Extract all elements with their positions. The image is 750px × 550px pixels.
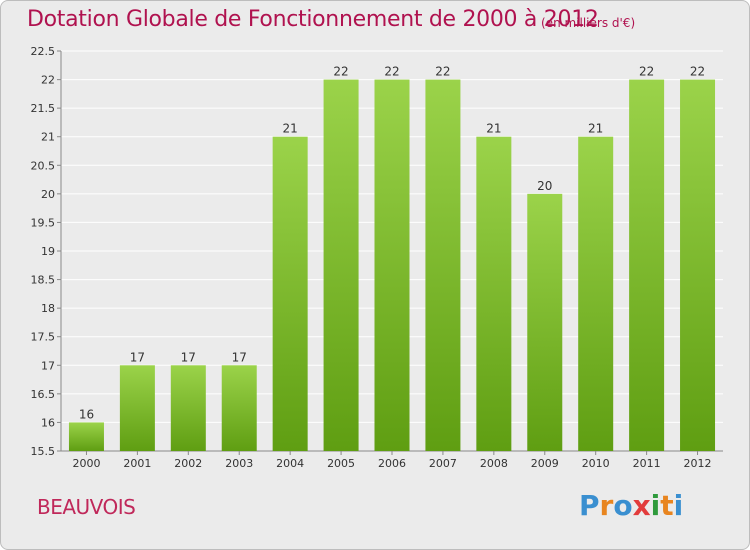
x-tick-label: 2006 <box>378 457 406 470</box>
y-tick-label: 20 <box>41 188 55 201</box>
bars <box>68 79 716 452</box>
bar <box>527 193 563 451</box>
bar-value-label: 21 <box>588 122 603 136</box>
logo-letter: i <box>650 489 661 522</box>
x-tick-label: 2005 <box>327 457 355 470</box>
bar <box>374 79 410 452</box>
bar <box>323 79 359 452</box>
bar-value-label: 22 <box>435 65 450 79</box>
bar-value-label: 22 <box>690 65 705 79</box>
labels: 15.5 16 16.5 17 17.5 18 18.5 19 19.5 20 20.5 21 21.5… <box>31 45 712 470</box>
y-tick-label: 15.5 <box>31 445 56 458</box>
y-tick-label: 22 <box>41 74 55 87</box>
x-tick-label: 2004 <box>276 457 304 470</box>
x-tick-label: 2008 <box>480 457 508 470</box>
bar-value-label: 21 <box>283 122 298 136</box>
y-tick-label: 16 <box>41 416 55 429</box>
proxiti-logo[interactable]: Proxiti <box>579 489 683 522</box>
x-tick-label: 2003 <box>225 457 253 470</box>
bar-value-label: 17 <box>130 350 145 364</box>
bar-value-label: 17 <box>232 350 247 364</box>
x-tick-label: 2001 <box>123 457 151 470</box>
bar <box>68 422 104 451</box>
bar <box>221 365 257 451</box>
logo-letter: r <box>599 489 614 522</box>
commune-name: BEAUVOIS <box>37 495 136 519</box>
y-tick-label: 22.5 <box>31 45 56 58</box>
y-tick-label: 19 <box>41 245 55 258</box>
x-tick-label: 2011 <box>633 457 661 470</box>
x-tick-label: 2012 <box>684 457 712 470</box>
bar-value-label: 16 <box>79 407 94 421</box>
bar <box>425 79 461 452</box>
bar-value-label: 22 <box>384 65 399 79</box>
logo-letter: i <box>673 489 684 522</box>
y-tick-label: 17.5 <box>31 331 56 344</box>
bar-value-label: 20 <box>537 179 552 193</box>
logo-letter: t <box>660 489 674 522</box>
y-tick-label: 18 <box>41 302 55 315</box>
y-tick-label: 16.5 <box>31 388 56 401</box>
y-tick-label: 17 <box>41 359 55 372</box>
bar-value-label: 22 <box>333 65 348 79</box>
x-tick-label: 2007 <box>429 457 457 470</box>
bar <box>272 136 308 451</box>
y-tick-label: 21.5 <box>31 102 56 115</box>
y-tick-label: 20.5 <box>31 159 56 172</box>
bar-value-label: 22 <box>639 65 654 79</box>
bar <box>629 79 665 452</box>
logo-letter: x <box>632 489 651 522</box>
bar <box>119 365 155 451</box>
chart-title: Dotation Globale de Fonctionnement de 20… <box>27 7 599 32</box>
bar-value-label: 21 <box>486 122 501 136</box>
bar <box>476 136 512 451</box>
x-tick-label: 2000 <box>72 457 100 470</box>
y-tick-label: 19.5 <box>31 216 56 229</box>
logo-letter: P <box>579 489 600 522</box>
y-tick-label: 18.5 <box>31 274 56 287</box>
logo-letter: o <box>613 489 633 522</box>
bar <box>170 365 206 451</box>
bar-value-label: 17 <box>181 350 196 364</box>
chart-subtitle: (en milliers d'€) <box>541 16 636 30</box>
y-tick-label: 21 <box>41 131 55 144</box>
x-tick-label: 2009 <box>531 457 559 470</box>
x-tick-label: 2010 <box>582 457 610 470</box>
x-tick-label: 2002 <box>174 457 202 470</box>
bar <box>680 79 716 452</box>
bar <box>578 136 614 451</box>
